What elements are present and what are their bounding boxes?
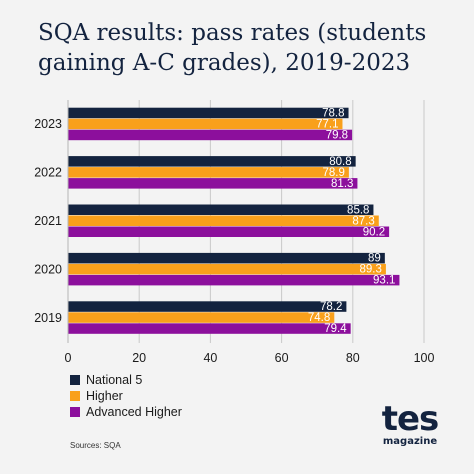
legend-item-advanced-higher: Advanced Higher [70,404,182,420]
bar-national-5-2019 [68,301,347,312]
bar-higher-2020 [68,263,386,275]
value-label-advanced-higher-2021: 90.2 [363,226,385,238]
value-label-advanced-higher-2023: 79.8 [326,130,348,142]
value-label-advanced-higher-2022: 81.3 [331,178,353,190]
bar-advanced-higher-2020 [68,274,400,286]
value-label-higher-2022: 78.9 [322,167,344,179]
x-tick-label-40: 40 [203,351,217,365]
legend-item-national-5: National 5 [70,372,182,388]
source-note: Sources: SQA [70,441,121,450]
value-label-advanced-higher-2020: 93.1 [373,275,395,287]
x-tick-label-80: 80 [346,351,360,365]
bar-advanced-higher-2021 [68,226,390,237]
y-category-label-2019: 2019 [34,311,62,325]
tes-magazine-logo: tes magazine [380,402,440,448]
bar-higher-2019 [68,312,335,323]
value-label-national-5-2022: 80.8 [329,156,351,168]
legend-item-higher: Higher [70,388,182,404]
x-tick-label-100: 100 [414,351,435,365]
bar-national-5-2022 [68,156,356,167]
y-category-label-2021: 2021 [34,214,62,228]
bar-advanced-higher-2022 [68,178,358,189]
legend-label-higher: Higher [86,389,123,403]
value-label-higher-2020: 89.3 [360,264,382,276]
bar-higher-2022 [68,167,349,178]
bar-national-5-2023 [68,107,349,119]
legend-swatch-advanced-higher [70,407,80,417]
bar-advanced-higher-2019 [68,323,351,334]
y-category-label-2022: 2022 [34,166,62,180]
legend: National 5 Higher Advanced Higher [70,372,182,420]
bar-higher-2021 [68,215,379,226]
value-label-higher-2023: 77.1 [316,119,338,131]
value-label-national-5-2023: 78.8 [322,108,344,120]
y-category-label-2020: 2020 [34,262,62,276]
y-category-label-2023: 2023 [34,117,62,131]
chart-title-line-2: gaining A-C grades), 2019-2023 [38,50,411,76]
x-tick-label-0: 0 [65,351,72,365]
x-tick-label-20: 20 [132,351,146,365]
bar-advanced-higher-2023 [68,129,353,141]
bar-higher-2023 [68,118,343,130]
legend-label-advanced-higher: Advanced Higher [86,405,182,419]
logo-sub-text: magazine [382,436,438,447]
value-label-national-5-2021: 85.8 [347,204,369,216]
legend-swatch-higher [70,391,80,401]
value-label-higher-2021: 87.3 [352,215,374,227]
x-tick-label-60: 60 [275,351,289,365]
legend-swatch-national-5 [70,375,80,385]
logo-main-text: tes [381,399,440,439]
chart-title: SQA results: pass rates (students gainin… [38,18,458,78]
value-label-advanced-higher-2019: 79.4 [324,323,347,335]
bar-national-5-2020 [68,252,385,264]
bar-national-5-2021 [68,204,374,215]
legend-label-national-5: National 5 [86,373,143,387]
value-label-national-5-2019: 78.2 [320,301,342,313]
value-label-higher-2019: 74.8 [308,312,330,324]
chart-title-line-1: SQA results: pass rates (students [38,20,427,46]
value-label-national-5-2020: 89 [368,253,381,265]
